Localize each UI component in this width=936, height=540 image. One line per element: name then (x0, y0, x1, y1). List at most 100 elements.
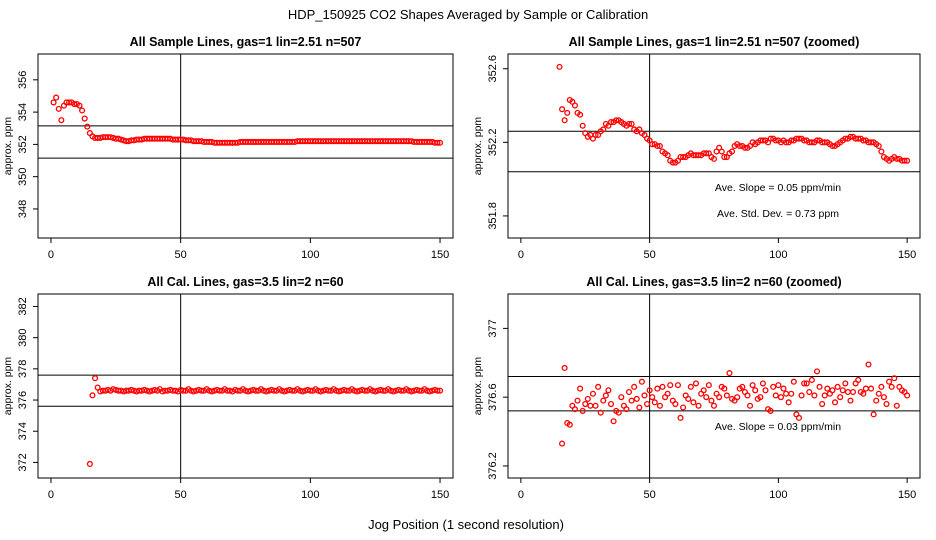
data-point (582, 401, 589, 408)
data-point (649, 394, 656, 401)
data-point (579, 122, 586, 129)
data-point (597, 409, 604, 416)
data-point (777, 394, 784, 401)
data-point (307, 387, 314, 394)
data-point (708, 397, 715, 404)
data-point (600, 126, 607, 133)
panel-title: All Sample Lines, gas=1 lin=2.51 n=507 (130, 35, 362, 49)
y-axis-label: approx. ppm (472, 357, 484, 416)
data-point (837, 394, 844, 401)
panel-sample-lines-zoomed: All Sample Lines, gas=1 lin=2.51 n=507 (… (472, 35, 921, 261)
data-point (785, 399, 792, 406)
data-point (798, 392, 805, 399)
x-tick-label: 150 (898, 249, 916, 261)
data-point (700, 387, 707, 394)
data-point (757, 394, 764, 401)
data-point (245, 388, 252, 395)
annotation: Ave. Std. Dev. = 0.73 ppm (717, 208, 839, 220)
x-tick-label: 100 (769, 249, 787, 261)
data-point (564, 109, 571, 116)
data-point (813, 368, 821, 375)
data-point (643, 401, 651, 408)
data-point (710, 402, 718, 409)
data-point (736, 142, 743, 150)
data-point (726, 370, 733, 377)
data-point (865, 361, 872, 368)
data-point (618, 394, 625, 401)
data-point (806, 388, 813, 396)
data-point (50, 99, 57, 106)
data-point (649, 141, 656, 148)
y-tick-label: 352 (17, 135, 29, 153)
y-tick-label: 350 (17, 167, 29, 185)
data-point (891, 375, 898, 382)
data-point (390, 388, 397, 395)
data-point (654, 385, 661, 392)
data-point (654, 142, 661, 150)
data-point (783, 139, 790, 146)
data-point (613, 117, 620, 124)
data-point (695, 152, 702, 159)
data-point (795, 414, 803, 421)
y-axis-label: approx. ppm (2, 357, 14, 416)
data-point (801, 137, 808, 144)
data-point (883, 401, 890, 408)
data-point (703, 150, 710, 157)
data-point (741, 144, 748, 151)
data-point (556, 63, 563, 70)
data-point (434, 387, 441, 394)
plot-frame (507, 293, 921, 479)
y-tick-label: 376.2 (487, 452, 499, 480)
data-point (795, 135, 803, 142)
data-point (180, 387, 187, 394)
data-point (398, 387, 405, 394)
data-point (762, 387, 769, 394)
y-tick-label: 374 (17, 422, 29, 440)
data-point (605, 387, 612, 394)
x-tick-label: 50 (175, 249, 187, 261)
data-point (579, 407, 586, 414)
data-point (208, 388, 215, 395)
data-point (146, 388, 153, 395)
data-point (868, 139, 875, 146)
data-point (436, 139, 444, 146)
data-point (728, 148, 736, 155)
data-point (672, 401, 679, 408)
data-point (878, 148, 885, 155)
data-point (873, 397, 880, 404)
y-tick-label: 372 (17, 453, 29, 471)
data-point (631, 383, 638, 390)
data-point (426, 388, 433, 395)
data-point (842, 135, 849, 142)
data-point (638, 378, 645, 385)
data-point (767, 135, 774, 142)
data-point (860, 137, 867, 144)
data-point (610, 418, 617, 425)
data-point (625, 120, 633, 127)
y-tick-label: 377 (487, 319, 499, 337)
data-point (677, 414, 684, 421)
data-point (734, 394, 741, 401)
data-point (811, 392, 818, 399)
data-point (844, 388, 851, 396)
data-point (79, 107, 86, 114)
data-point (86, 460, 93, 468)
data-point (808, 139, 815, 146)
data-point (141, 386, 148, 393)
data-point (687, 383, 694, 390)
data-point (434, 139, 441, 146)
data-point (829, 387, 836, 394)
data-point (710, 155, 718, 162)
x-tick-label: 100 (301, 489, 319, 501)
data-point (592, 131, 599, 139)
data-point (749, 382, 756, 389)
data-point (372, 388, 379, 395)
x-tick-label: 100 (769, 489, 787, 501)
data-point (886, 378, 893, 385)
data-point (803, 380, 810, 387)
data-point (587, 402, 594, 409)
data-point (607, 119, 615, 126)
x-tick-label: 100 (301, 249, 319, 261)
data-point (636, 404, 643, 411)
data-point (607, 401, 615, 408)
